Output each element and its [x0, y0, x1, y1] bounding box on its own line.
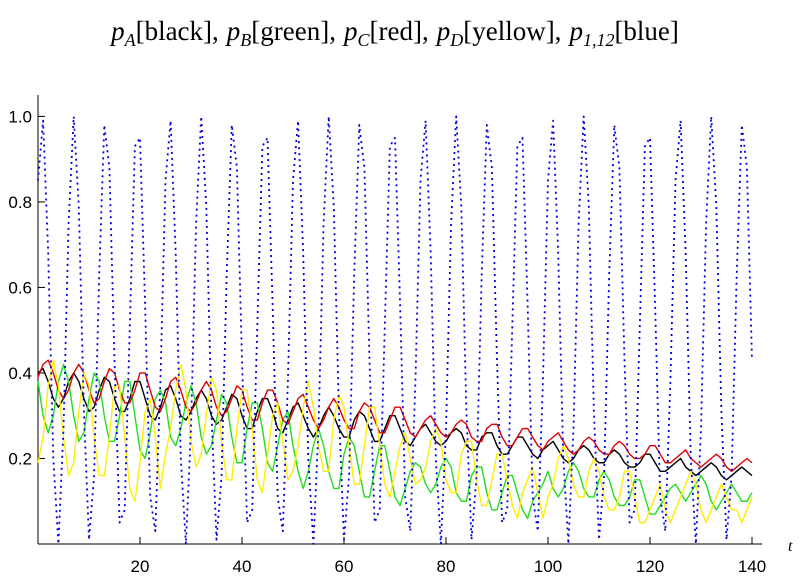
title-symbol: p [342, 16, 358, 46]
x-tick-label: 40 [233, 557, 252, 576]
title-text: [black], [136, 16, 219, 46]
x-tick-label: 80 [437, 557, 456, 576]
y-tick-label: 0.2 [8, 449, 32, 468]
series-line [37, 367, 753, 481]
y-tick-label: 0.6 [8, 278, 32, 297]
title-subscript: A [124, 30, 137, 50]
title-symbol: p [567, 16, 583, 46]
series-line [37, 363, 753, 520]
series-line [37, 115, 753, 545]
title-text: [green], [251, 16, 336, 46]
title-text: [blue] [614, 16, 678, 46]
x-tick-label: 20 [131, 557, 150, 576]
title-symbol: p [225, 16, 241, 46]
title-subscript: C [357, 30, 370, 50]
x-tick-label: 120 [636, 557, 664, 576]
title-text: [yellow], [463, 16, 561, 46]
y-tick-label: 1.0 [8, 107, 32, 126]
title-subscript: D [449, 30, 463, 50]
x-tick-label: 100 [534, 557, 562, 576]
chart-title: pA[black], pB[green], pC[red], pD[yellow], p… [109, 16, 679, 50]
x-tick-label: 140 [738, 557, 766, 576]
x-axis-label: t [788, 538, 793, 555]
title-symbol: p [435, 16, 451, 46]
title-subscript: B [240, 30, 251, 50]
series-line [37, 359, 753, 524]
series-line [37, 359, 753, 472]
title-text: [red], [370, 16, 429, 46]
title-subscript: 1,12 [583, 30, 615, 50]
y-tick-label: 0.4 [8, 364, 32, 383]
title-symbol: p [109, 16, 125, 46]
x-tick-label: 60 [335, 557, 354, 576]
y-tick-label: 0.8 [8, 193, 32, 212]
